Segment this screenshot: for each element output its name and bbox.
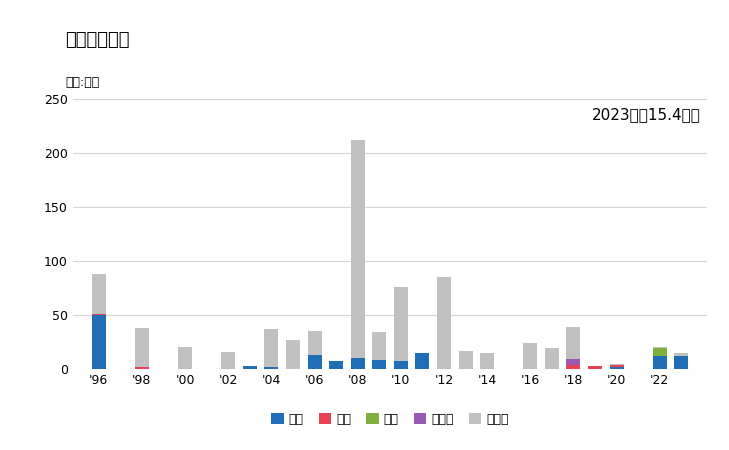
Bar <box>674 353 688 356</box>
Bar <box>373 332 386 360</box>
Bar <box>351 140 364 358</box>
Bar <box>135 367 149 369</box>
Bar <box>92 315 106 369</box>
Bar <box>92 274 106 314</box>
Bar <box>437 277 451 369</box>
Text: 単位:トン: 単位:トン <box>66 76 100 90</box>
Legend: 韓国, 米国, 英国, インド, その他: 韓国, 米国, 英国, インド, その他 <box>266 408 514 431</box>
Bar <box>674 356 688 369</box>
Bar <box>566 364 580 369</box>
Bar <box>329 361 343 369</box>
Bar <box>221 352 235 369</box>
Bar <box>566 359 580 364</box>
Bar <box>265 367 278 369</box>
Text: 輸出量の推移: 輸出量の推移 <box>66 32 130 50</box>
Bar <box>308 331 321 355</box>
Bar <box>135 328 149 367</box>
Bar <box>265 329 278 367</box>
Text: 2023年：15.4トン: 2023年：15.4トン <box>592 107 701 122</box>
Bar <box>394 287 408 361</box>
Bar <box>652 356 667 369</box>
Bar <box>92 314 106 315</box>
Bar <box>416 353 429 369</box>
Bar <box>459 351 472 369</box>
Bar <box>178 347 192 369</box>
Bar <box>480 353 494 369</box>
Bar <box>609 364 623 367</box>
Bar <box>588 366 602 369</box>
Bar <box>566 327 580 359</box>
Bar <box>545 348 559 369</box>
Bar <box>394 361 408 369</box>
Bar <box>523 343 537 369</box>
Bar <box>652 347 667 348</box>
Bar <box>373 360 386 369</box>
Bar <box>308 355 321 369</box>
Bar <box>286 340 300 369</box>
Bar <box>609 367 623 369</box>
Bar <box>351 358 364 369</box>
Bar <box>652 348 667 356</box>
Bar <box>243 366 257 369</box>
